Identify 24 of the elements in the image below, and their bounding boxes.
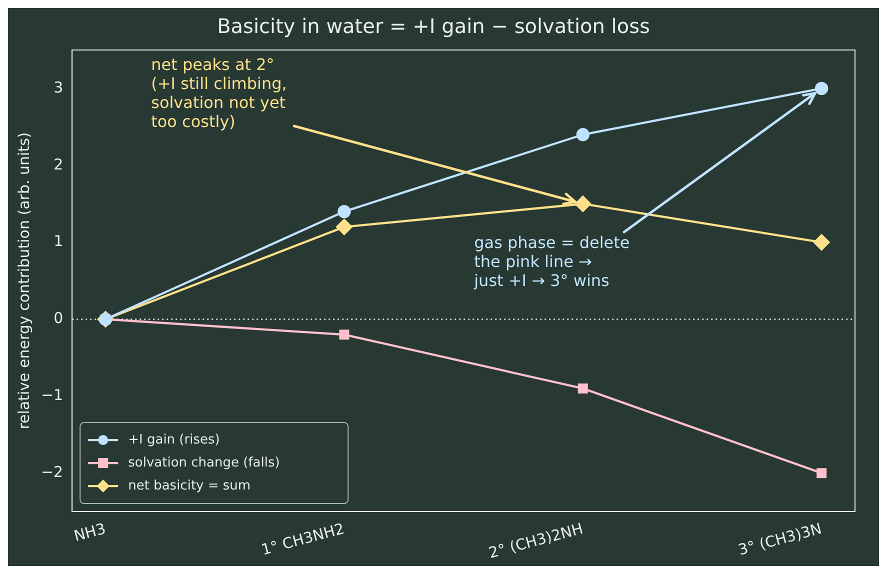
point	[336, 218, 352, 236]
y-tick-label: −1	[40, 386, 64, 404]
y-tick-label: 0	[54, 309, 64, 328]
y-axis-title: relative energy contribution (arb. units)	[14, 132, 33, 430]
y-tick-label: 1	[54, 232, 64, 250]
legend-label: +I gain (rises)	[128, 432, 220, 448]
y-tick-label: −2	[40, 462, 64, 481]
legend-label: solvation change (falls)	[128, 455, 280, 470]
x-tick-label: NH3	[72, 519, 108, 546]
point	[814, 82, 828, 96]
y-tick-label: 2	[54, 155, 64, 174]
y-tick-label: 3	[54, 78, 64, 96]
legend-label: net basicity = sum	[128, 478, 251, 494]
chart-title: Basicity in water = +I gain − solvation loss	[217, 14, 650, 38]
point	[816, 468, 827, 478]
point	[338, 204, 351, 218]
annotation: gas phase = delete the pink line → just +I → 3° wins	[473, 233, 630, 290]
point	[339, 330, 350, 340]
annotation: net peaks at 2° (+I still climbing, solvation not yet too costly)	[151, 55, 287, 132]
point	[576, 128, 590, 142]
x-tick-label: 1° CH3NH2	[259, 519, 346, 559]
point	[578, 383, 588, 394]
point	[574, 196, 591, 212]
point	[813, 234, 830, 250]
